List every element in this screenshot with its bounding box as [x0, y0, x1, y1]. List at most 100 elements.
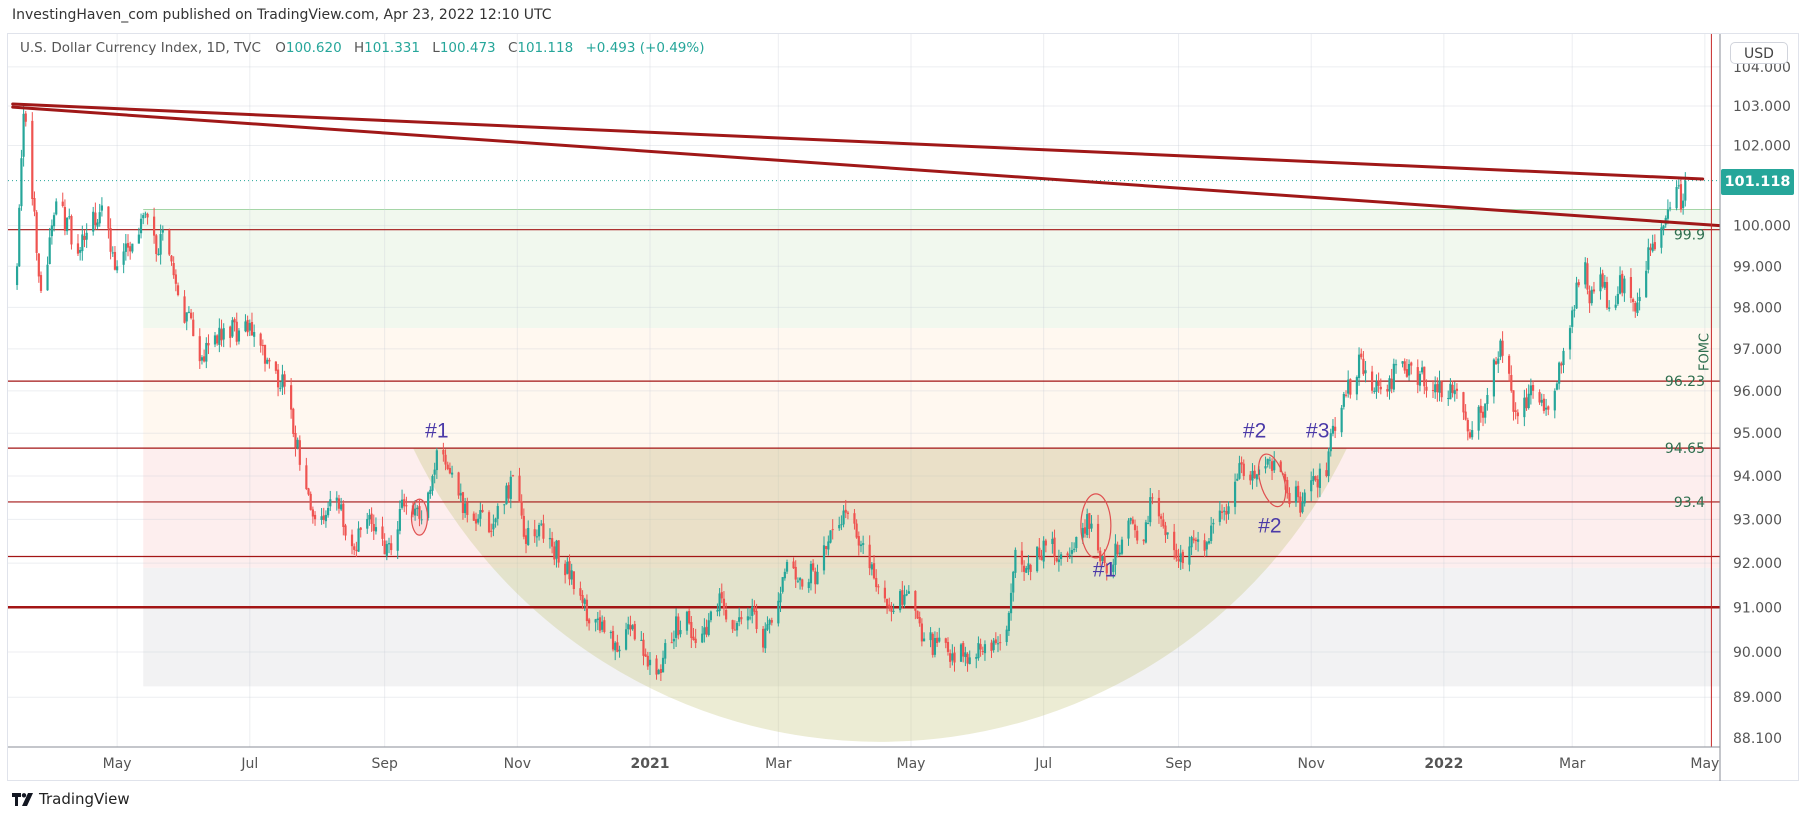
candle	[81, 225, 84, 261]
candle	[916, 610, 919, 620]
candle-body	[1347, 379, 1350, 394]
candle-body	[603, 620, 606, 632]
candle-body	[1538, 392, 1541, 403]
candle	[583, 597, 586, 611]
candle-body	[1588, 290, 1591, 304]
candle-body	[203, 356, 206, 362]
candle-body	[601, 621, 604, 630]
candle	[472, 511, 475, 521]
candle	[629, 615, 632, 637]
candle	[381, 516, 384, 546]
candle	[276, 363, 280, 397]
candle	[1162, 512, 1165, 529]
candle-body	[457, 472, 460, 496]
candle	[1418, 370, 1422, 392]
candle	[918, 611, 921, 627]
candle	[781, 577, 784, 594]
candle	[1101, 555, 1104, 564]
candle	[116, 260, 119, 274]
candle	[1331, 419, 1335, 437]
candle-body	[1362, 358, 1365, 375]
candle	[1529, 378, 1532, 405]
candle-body	[200, 357, 204, 361]
candle	[936, 632, 939, 647]
candle	[109, 218, 112, 260]
candle	[246, 315, 249, 337]
candle	[1662, 224, 1665, 236]
tradingview-logo[interactable]: TradingView	[12, 790, 130, 808]
candle-body	[751, 606, 754, 616]
candle	[189, 308, 193, 320]
candle-body	[1623, 278, 1626, 294]
candle-body	[1605, 282, 1609, 308]
price-axis[interactable]: 104.000103.000102.000100.00099.00098.000…	[1733, 60, 1791, 747]
candle	[329, 490, 332, 511]
candle	[153, 207, 156, 244]
candle-body	[1494, 361, 1498, 365]
symbol-title: U.S. Dollar Currency Index, 1D, TVC	[20, 40, 261, 56]
candle-body	[1249, 474, 1252, 481]
candle-body	[598, 617, 602, 631]
candle-body	[100, 205, 103, 211]
candle	[359, 526, 362, 538]
candle-body	[381, 526, 384, 539]
annotation-label: #2	[1243, 419, 1266, 442]
candle	[796, 577, 799, 584]
candle-body	[1294, 486, 1298, 503]
candle-body	[966, 653, 969, 664]
candle	[487, 510, 491, 534]
candle	[1083, 519, 1087, 538]
candle-body	[524, 535, 528, 544]
candle	[370, 507, 373, 532]
candle-body	[644, 654, 647, 657]
candle-body	[374, 527, 378, 532]
candle	[901, 580, 904, 609]
candle-body	[1253, 470, 1256, 478]
x-tick-label: 2021	[631, 756, 670, 772]
candle	[672, 630, 676, 650]
candle	[872, 555, 876, 580]
candle	[366, 512, 369, 534]
candle	[733, 620, 736, 631]
candle-body	[1497, 358, 1500, 364]
ohlc-legend: U.S. Dollar Currency Index, 1D, TVC O100…	[20, 40, 712, 56]
candle-body	[81, 234, 84, 252]
candle	[1344, 390, 1348, 398]
candle-body	[122, 251, 125, 265]
candle-body	[1679, 184, 1683, 210]
candle	[1501, 331, 1504, 363]
candle-body	[1542, 398, 1546, 411]
time-axis[interactable]: May Jul Sep Nov 2021 Mar May Jul Sep Nov 2022 Mar Ma…	[103, 756, 1720, 772]
candle-body	[355, 549, 358, 551]
candle	[418, 499, 421, 527]
candle	[231, 317, 234, 338]
candle-body	[540, 523, 543, 525]
trendline	[11, 102, 1705, 181]
candle	[1181, 549, 1184, 569]
y-tick-label: 95.000	[1733, 426, 1782, 442]
candle-body	[494, 518, 497, 523]
candle	[1616, 286, 1619, 306]
candle-body	[1608, 307, 1611, 309]
candle	[540, 520, 543, 527]
candle-body	[1481, 411, 1485, 418]
candle	[383, 533, 386, 555]
candle-body	[594, 619, 597, 623]
candle	[899, 589, 902, 613]
candle	[1027, 555, 1030, 576]
candle-body	[1027, 563, 1030, 570]
candle-body	[1310, 480, 1313, 492]
candle	[783, 568, 786, 581]
candle-body	[18, 207, 21, 267]
candle	[411, 501, 415, 518]
candle	[524, 528, 528, 554]
candle	[611, 625, 615, 652]
candle-body	[1575, 282, 1578, 309]
candle-body	[1334, 426, 1337, 431]
currency-button[interactable]: USD	[1730, 42, 1788, 64]
candle	[594, 618, 597, 632]
x-tick-label: Mar	[1559, 756, 1586, 772]
candle	[1149, 487, 1152, 527]
candle	[914, 590, 917, 620]
